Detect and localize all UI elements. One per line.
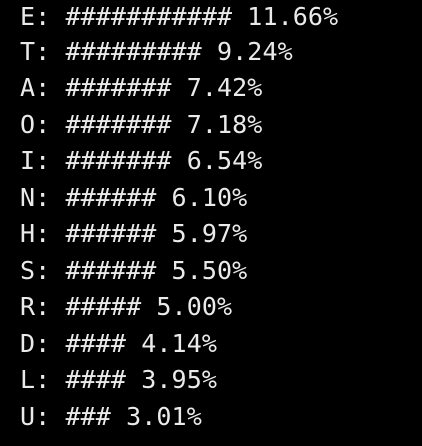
letter-label: S (20, 256, 36, 285)
histogram-bar: ####### (65, 73, 172, 102)
letter-label: E (20, 2, 36, 31)
percent-value: 9.24% (217, 37, 293, 66)
letter-label: A (20, 73, 36, 102)
histogram-bar: ######### (65, 37, 202, 66)
separator: : (35, 37, 66, 66)
histogram-bar: #### (65, 365, 127, 394)
letter-label: O (20, 110, 36, 139)
separator: : (35, 73, 66, 102)
percent-value: 6.54% (186, 146, 263, 175)
histogram-bar: ##### (65, 292, 142, 321)
histogram-bar: ### (65, 402, 111, 431)
frequency-line-a: A: ####### 7.42% (20, 69, 262, 106)
percent-value: 5.50% (171, 256, 248, 285)
frequency-line-i: I: ####### 6.54% (20, 142, 262, 179)
frequency-line-u: U: ### 3.01% (20, 398, 202, 435)
frequency-line-r: R: ##### 5.00% (20, 288, 232, 325)
histogram-bar: #### (65, 329, 127, 358)
frequency-line-t: T: ######### 9.24% (20, 33, 293, 70)
letter-label: D (20, 329, 36, 358)
percent-value: 3.95% (141, 365, 217, 394)
frequency-line-d: D: #### 4.14% (20, 325, 217, 362)
separator: : (35, 183, 66, 212)
separator: : (35, 365, 66, 394)
histogram-bar: ###### (65, 256, 157, 285)
separator: : (35, 329, 66, 358)
frequency-line-l: L: #### 3.95% (20, 361, 217, 398)
percent-value: 7.42% (186, 73, 263, 102)
histogram-bar: ####### (65, 146, 172, 175)
letter-label: L (20, 365, 36, 394)
histogram-bar: ###### (65, 183, 157, 212)
letter-label: T (20, 37, 36, 66)
percent-value: 11.66% (247, 2, 339, 31)
separator: : (35, 110, 66, 139)
separator: : (35, 2, 66, 31)
frequency-line-n: N: ###### 6.10% (20, 179, 247, 216)
percent-value: 6.10% (171, 183, 248, 212)
letter-label: H (20, 219, 36, 248)
percent-value: 4.14% (141, 329, 217, 358)
separator: : (35, 146, 66, 175)
frequency-line-e: E: ########### 11.66% (20, 0, 338, 35)
histogram-bar: ###### (65, 219, 157, 248)
letter-label: I (20, 146, 36, 175)
percent-value: 7.18% (186, 110, 263, 139)
letter-label: N (20, 183, 36, 212)
letter-label: U (20, 402, 36, 431)
separator: : (35, 402, 66, 431)
frequency-line-h: H: ###### 5.97% (20, 215, 247, 252)
separator: : (35, 219, 66, 248)
frequency-line-s: S: ###### 5.50% (20, 252, 247, 289)
separator: : (35, 292, 66, 321)
separator: : (35, 256, 66, 285)
percent-value: 3.01% (126, 402, 202, 431)
letter-label: R (20, 292, 36, 321)
histogram-bar: ####### (65, 110, 172, 139)
histogram-bar: ########### (65, 2, 233, 31)
percent-value: 5.97% (171, 219, 248, 248)
percent-value: 5.00% (156, 292, 233, 321)
frequency-line-o: O: ####### 7.18% (20, 106, 262, 143)
